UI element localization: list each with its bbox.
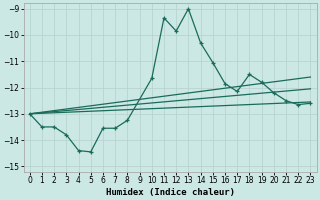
X-axis label: Humidex (Indice chaleur): Humidex (Indice chaleur) <box>106 188 235 197</box>
